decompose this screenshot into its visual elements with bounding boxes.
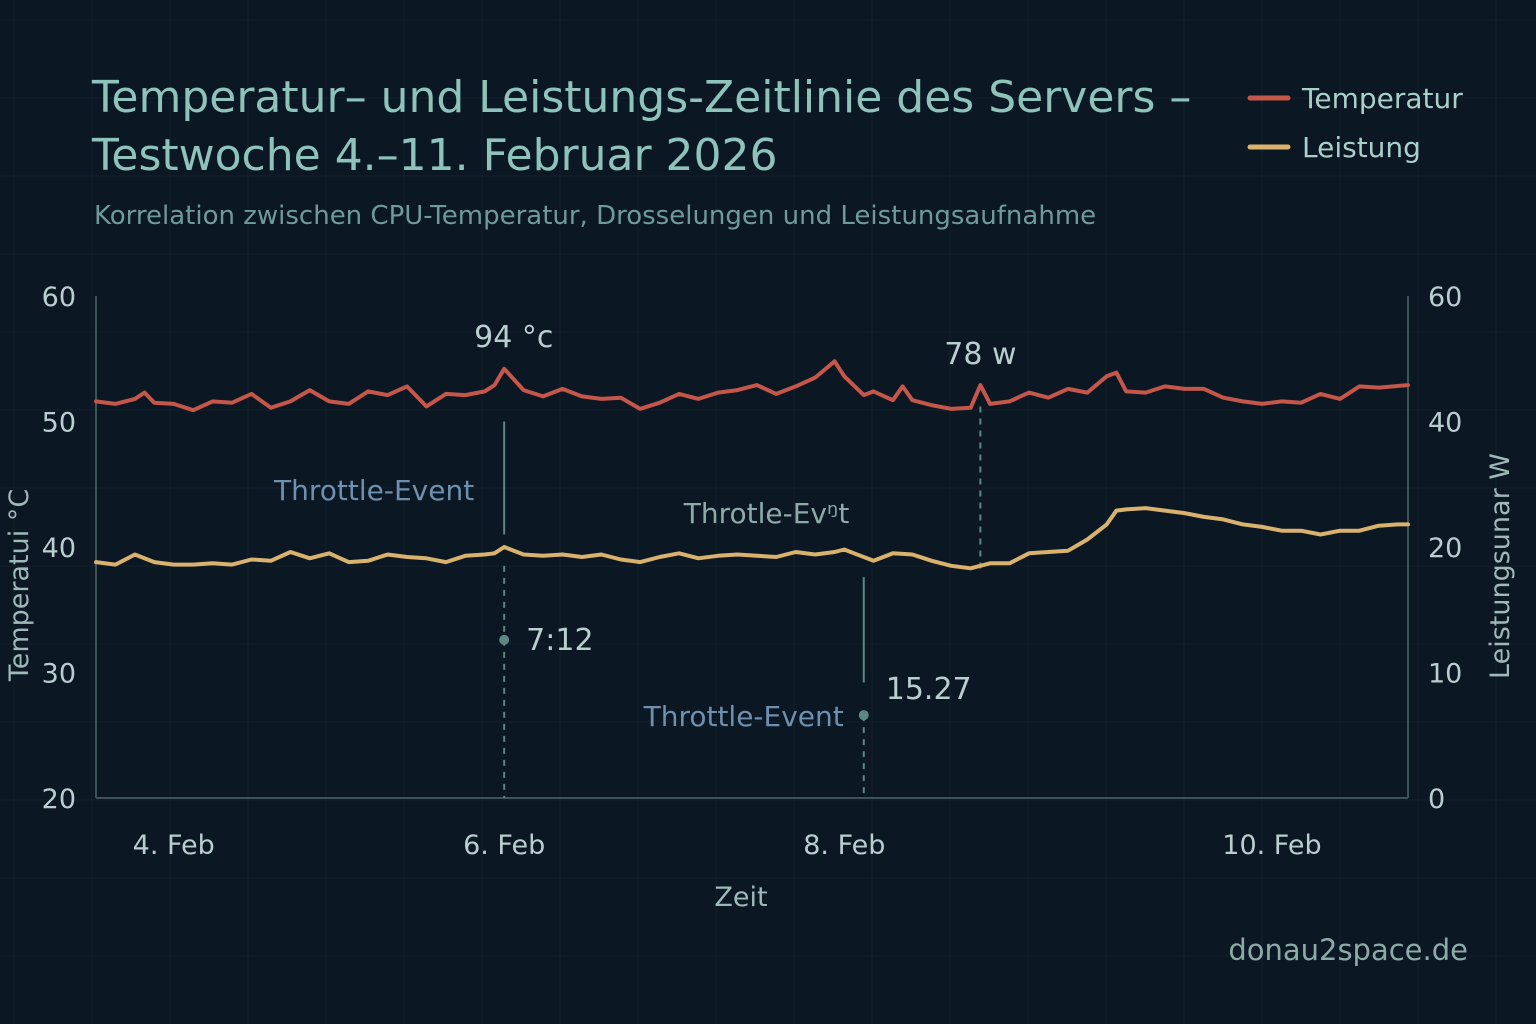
x-tick-label: 8. Feb bbox=[803, 830, 885, 861]
annotation-power-peak: 78 w bbox=[944, 337, 1016, 372]
event-marker-dot bbox=[858, 710, 869, 721]
annotation-throttle-event-2: Throtle-Evᵑt bbox=[683, 497, 850, 530]
y-left-tick-label: 60 bbox=[42, 282, 76, 313]
x-tick-label: 4. Feb bbox=[133, 830, 215, 861]
annotation-time-1: 7:12 bbox=[526, 623, 593, 658]
legend: Temperatur Leistung bbox=[1247, 82, 1463, 164]
y-right-tick-label: 0 bbox=[1428, 784, 1445, 815]
chart-title-line-1: Temperatur– und Leistungs-Zeitlinie des … bbox=[91, 72, 1191, 123]
plot-frame bbox=[95, 296, 1409, 799]
event-markers bbox=[499, 406, 982, 798]
y-right-tick-label: 20 bbox=[1428, 533, 1462, 564]
y-left-tick-label: 20 bbox=[42, 784, 76, 815]
y-left-tick-label: 50 bbox=[42, 408, 76, 439]
y-right-tick-label: 10 bbox=[1428, 659, 1462, 690]
y-right-tick-label: 60 bbox=[1428, 282, 1462, 313]
series-line-leistung bbox=[94, 506, 1410, 571]
legend-label-temperatur: Temperatur bbox=[1301, 82, 1463, 115]
x-tick-label: 10. Feb bbox=[1222, 830, 1321, 861]
annotation-peak-temperature: 94 °c bbox=[474, 320, 553, 355]
legend-label-leistung: Leistung bbox=[1302, 131, 1421, 164]
y-left-tick-label: 40 bbox=[42, 533, 76, 564]
annotation-throttle-event-3: Throttle-Event bbox=[643, 700, 844, 733]
event-marker-dot bbox=[499, 634, 510, 645]
annotation-time-2: 15.27 bbox=[886, 672, 972, 707]
chart-title-line-2: Testwoche 4.–11. Februar 2026 bbox=[91, 130, 778, 181]
series-line-temperatur bbox=[94, 359, 1410, 413]
y-right-tick-label: 40 bbox=[1428, 408, 1462, 439]
y-axis-right-label: Leistungsunar W bbox=[1485, 453, 1516, 679]
y-left-tick-label: 30 bbox=[42, 659, 76, 690]
chart-subtitle: Korrelation zwischen CPU-Temperatur, Dro… bbox=[94, 201, 1096, 231]
y-axis-left-label: Temperatui °C bbox=[4, 489, 35, 682]
x-axis-label: Zeit bbox=[714, 882, 767, 913]
annotation-throttle-event-1: Throttle-Event bbox=[273, 474, 474, 507]
x-axis-ticks: 4. Feb 6. Feb 8. Feb 10. Feb bbox=[133, 830, 1322, 861]
series-lines bbox=[94, 359, 1410, 571]
x-tick-label: 6. Feb bbox=[463, 830, 545, 861]
y-axis-right-ticks: 0 10 20 40 60 bbox=[1428, 282, 1462, 815]
y-axis-left-ticks: 20 30 40 50 60 bbox=[42, 282, 76, 815]
source-credit: donau2space.de bbox=[1228, 933, 1468, 967]
annotations: 94 °c Throttle-Event 7:12 Throtle-Evᵑt 78 w T… bbox=[273, 320, 1016, 733]
